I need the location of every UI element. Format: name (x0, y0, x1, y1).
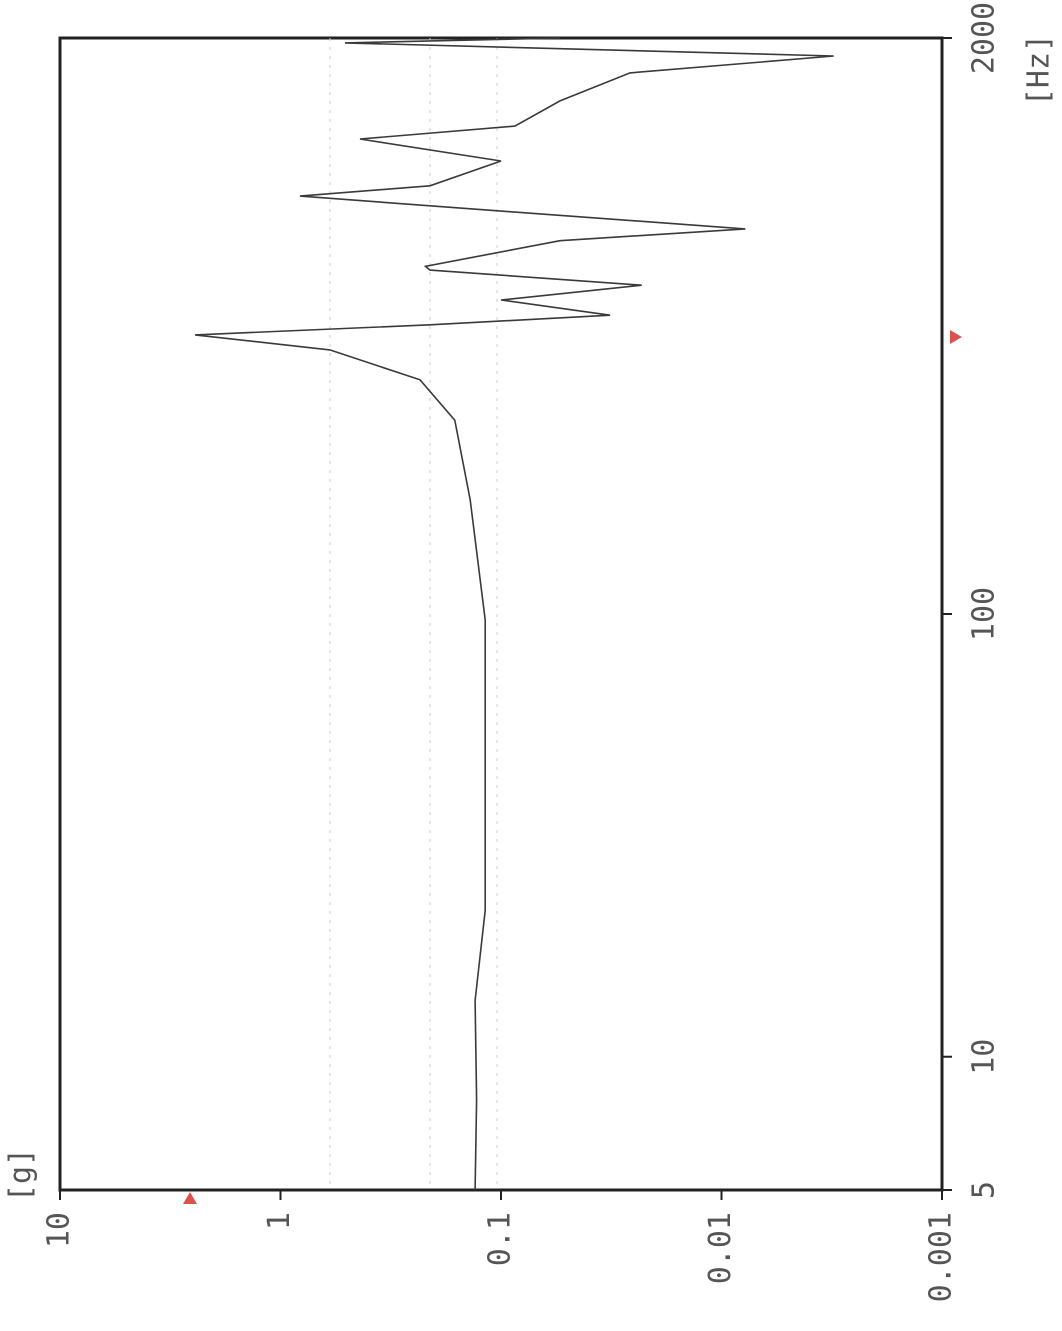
x-tick-label: 2000 (967, 2, 1002, 74)
x-axis-label: [Hz] (1022, 34, 1057, 106)
y-tick-label: 1 (262, 1212, 297, 1230)
y-axis-label: [g] (4, 1148, 39, 1202)
y-tick-label: 10 (42, 1212, 77, 1248)
y-tick-label: 0.001 (924, 1212, 959, 1302)
y-tick-label: 0.01 (703, 1212, 738, 1284)
x-tick-label: 10 (967, 1039, 1002, 1075)
cursor-marker (950, 330, 962, 344)
cursor-marker (183, 1192, 197, 1204)
y-tick-label: 0.1 (483, 1212, 518, 1266)
x-tick-label: 100 (967, 587, 1002, 641)
data-line (195, 37, 834, 1191)
x-tick-label: 5 (967, 1181, 1002, 1199)
